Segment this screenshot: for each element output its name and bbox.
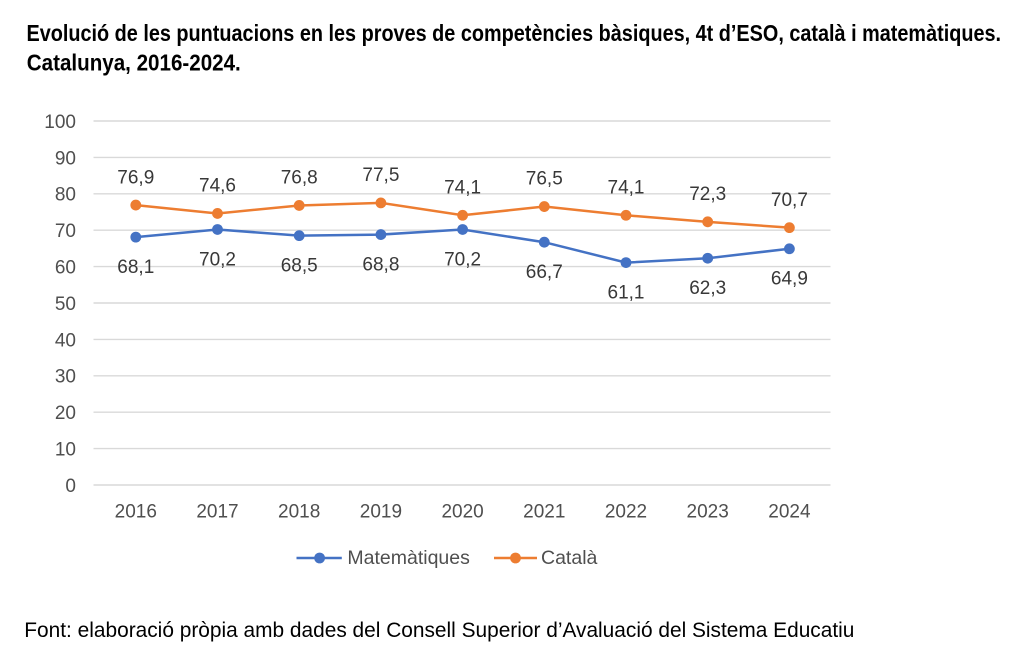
svg-text:74,1: 74,1 (444, 178, 481, 199)
svg-text:61,1: 61,1 (608, 283, 645, 304)
svg-text:2020: 2020 (441, 502, 483, 523)
svg-text:2023: 2023 (687, 502, 729, 523)
svg-text:77,5: 77,5 (362, 165, 399, 186)
svg-text:2016: 2016 (115, 502, 157, 523)
svg-text:Català: Català (541, 547, 598, 569)
svg-text:Matemàtiques: Matemàtiques (347, 547, 470, 569)
svg-text:70,2: 70,2 (199, 249, 236, 270)
svg-text:Catalunya, 2016-2024.: Catalunya, 2016-2024. (27, 49, 241, 76)
svg-text:10: 10 (55, 440, 76, 461)
svg-text:2017: 2017 (196, 502, 238, 523)
svg-text:100: 100 (44, 112, 76, 133)
svg-text:70,7: 70,7 (771, 190, 808, 211)
svg-text:68,5: 68,5 (281, 256, 318, 277)
svg-text:72,3: 72,3 (689, 184, 726, 205)
svg-text:0: 0 (65, 476, 76, 497)
svg-text:76,9: 76,9 (117, 167, 154, 188)
svg-text:90: 90 (55, 148, 76, 169)
svg-text:62,3: 62,3 (689, 278, 726, 299)
svg-text:74,1: 74,1 (608, 178, 645, 199)
svg-text:68,8: 68,8 (362, 255, 399, 276)
svg-text:70: 70 (55, 221, 76, 242)
svg-text:68,1: 68,1 (117, 257, 154, 278)
svg-text:76,5: 76,5 (526, 169, 563, 190)
svg-text:60: 60 (55, 258, 76, 279)
svg-text:2021: 2021 (523, 502, 565, 523)
svg-text:64,9: 64,9 (771, 269, 808, 290)
svg-text:2022: 2022 (605, 502, 647, 523)
svg-text:2018: 2018 (278, 502, 320, 523)
svg-text:2024: 2024 (768, 502, 811, 523)
svg-text:76,8: 76,8 (281, 168, 318, 189)
svg-text:80: 80 (55, 185, 76, 206)
svg-text:30: 30 (55, 367, 76, 388)
svg-text:50: 50 (55, 294, 76, 315)
svg-text:20: 20 (55, 403, 76, 424)
svg-text:2019: 2019 (360, 502, 402, 523)
svg-text:74,6: 74,6 (199, 176, 236, 197)
svg-text:66,7: 66,7 (526, 262, 563, 283)
svg-text:Evolució de les puntuacions en: Evolució de les puntuacions en les prove… (27, 19, 1002, 46)
svg-text:Font: elaboració pròpia amb da: Font: elaboració pròpia amb dades del Co… (24, 618, 854, 642)
svg-text:40: 40 (55, 330, 76, 351)
svg-text:70,2: 70,2 (444, 249, 481, 270)
